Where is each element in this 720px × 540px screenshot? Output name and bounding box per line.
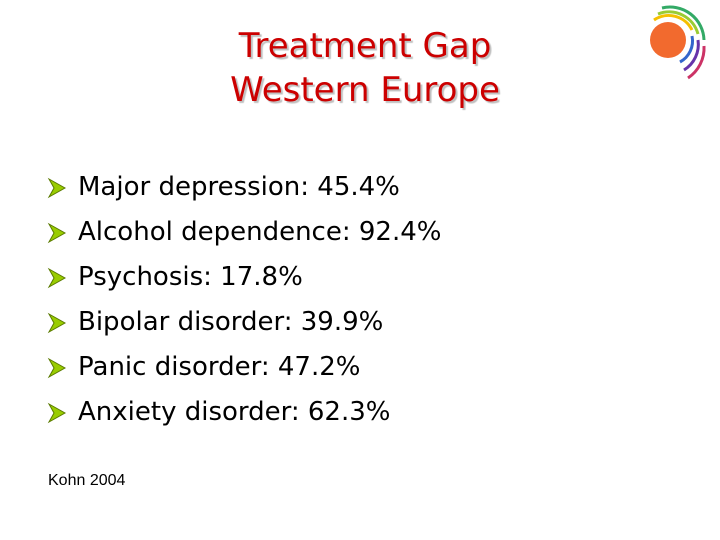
bullet-text: Bipolar disorder: 39.9% [78,307,384,337]
arrow-bullet-icon [47,177,67,198]
arrow-bullet-icon [47,402,67,423]
arrow-bullet-icon [47,312,67,333]
bullet-text: Alcohol dependence: 92.4% [78,217,442,247]
list-item: Psychosis: 17.8% [46,255,441,300]
bullet-text: Major depression: 45.4% [78,172,400,202]
bullet-list: Major depression: 45.4% Alcohol dependen… [46,165,441,435]
bullet-text: Anxiety disorder: 62.3% [78,397,391,427]
bullet-text: Psychosis: 17.8% [78,262,303,292]
arrow-bullet-icon [47,357,67,378]
arrow-bullet-icon [47,267,67,288]
slide-title: Treatment Gap Western Europe [170,24,560,112]
sun-arcs-logo [650,5,706,80]
list-item: Anxiety disorder: 62.3% [46,390,441,435]
arrow-bullet-icon [47,222,67,243]
list-item: Panic disorder: 47.2% [46,345,441,390]
title-line-2: Western Europe [230,70,500,110]
list-item: Bipolar disorder: 39.9% [46,300,441,345]
list-item: Alcohol dependence: 92.4% [46,210,441,255]
title-line-1: Treatment Gap [238,26,492,66]
bullet-text: Panic disorder: 47.2% [78,352,361,382]
list-item: Major depression: 45.4% [46,165,441,210]
reference-citation: Kohn 2004 [48,472,126,489]
